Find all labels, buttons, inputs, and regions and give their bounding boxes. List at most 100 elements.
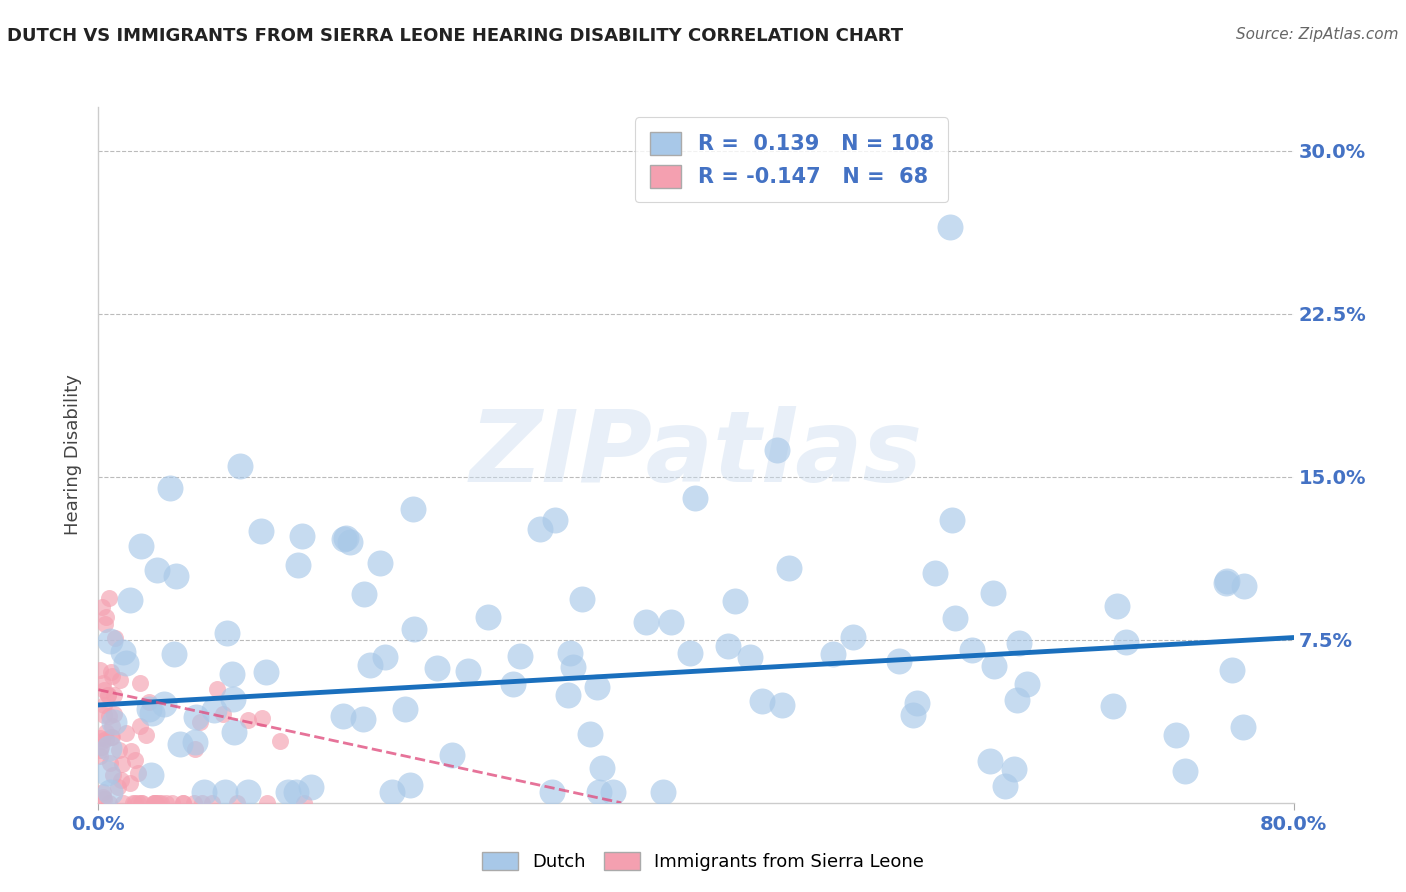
Point <box>90 599 112 614</box>
Point <box>1115 635 1137 649</box>
Point <box>738 650 761 665</box>
Point <box>292 796 315 810</box>
Point <box>90 739 112 754</box>
Point <box>222 724 245 739</box>
Point <box>679 646 702 660</box>
Point <box>103 714 125 729</box>
Point <box>91 676 114 690</box>
Point <box>183 796 205 810</box>
Point <box>717 639 740 653</box>
Point <box>299 780 322 794</box>
Point <box>97 796 120 810</box>
Point <box>118 776 141 790</box>
Point <box>186 710 208 724</box>
Point <box>509 648 531 663</box>
Point <box>131 796 153 810</box>
Point <box>238 785 260 799</box>
Point <box>541 785 564 799</box>
Point <box>93 792 115 806</box>
Point <box>335 532 357 546</box>
Point <box>188 715 211 730</box>
Point <box>1232 720 1254 734</box>
Point <box>457 664 479 678</box>
Point <box>89 749 111 764</box>
Point <box>138 702 160 716</box>
Point <box>770 698 793 712</box>
Point <box>112 796 135 810</box>
Point <box>250 711 273 725</box>
Point <box>1166 728 1188 742</box>
Point <box>1233 579 1256 593</box>
Point <box>103 707 125 722</box>
Point <box>96 688 118 702</box>
Point <box>135 728 157 742</box>
Point <box>562 660 585 674</box>
Point <box>256 665 278 680</box>
Point <box>211 706 233 721</box>
Point <box>1105 599 1128 613</box>
Point <box>111 757 134 772</box>
Point <box>751 694 773 708</box>
Point <box>924 566 946 580</box>
Text: DUTCH VS IMMIGRANTS FROM SIERRA LEONE HEARING DISABILITY CORRELATION CHART: DUTCH VS IMMIGRANTS FROM SIERRA LEONE HE… <box>7 27 903 45</box>
Point <box>399 778 422 792</box>
Point <box>394 702 416 716</box>
Point <box>402 502 425 516</box>
Point <box>1174 764 1197 779</box>
Point <box>101 719 124 733</box>
Point <box>97 688 120 702</box>
Point <box>602 785 624 799</box>
Point <box>215 626 238 640</box>
Point <box>333 533 356 547</box>
Point <box>214 785 236 799</box>
Point <box>277 785 299 799</box>
Point <box>202 702 225 716</box>
Point <box>359 658 381 673</box>
Point <box>118 592 141 607</box>
Legend: R =  0.139   N = 108, R = -0.147   N =  68: R = 0.139 N = 108, R = -0.147 N = 68 <box>636 118 949 202</box>
Point <box>115 725 138 739</box>
Point <box>143 796 166 810</box>
Point <box>124 753 146 767</box>
Point <box>477 610 499 624</box>
Point <box>685 491 707 505</box>
Point <box>94 610 117 624</box>
Point <box>979 754 1001 768</box>
Y-axis label: Hearing Disability: Hearing Disability <box>65 375 83 535</box>
Point <box>103 688 125 702</box>
Point <box>579 727 602 741</box>
Point <box>221 666 243 681</box>
Point <box>96 725 118 739</box>
Point <box>159 481 181 495</box>
Point <box>887 654 910 668</box>
Point <box>960 642 983 657</box>
Point <box>588 785 610 799</box>
Point <box>94 617 117 632</box>
Point <box>228 458 250 473</box>
Point <box>191 796 214 810</box>
Point <box>1005 693 1028 707</box>
Point <box>89 663 111 677</box>
Point <box>120 744 142 758</box>
Point <box>103 768 125 782</box>
Point <box>236 713 259 727</box>
Point <box>90 734 112 748</box>
Point <box>89 731 111 745</box>
Point <box>172 796 194 810</box>
Point <box>122 796 145 810</box>
Point <box>502 676 524 690</box>
Point <box>634 615 657 629</box>
Point <box>104 631 127 645</box>
Point <box>586 680 609 694</box>
Point <box>842 630 865 644</box>
Point <box>184 735 207 749</box>
Point <box>98 756 121 771</box>
Point <box>269 734 291 748</box>
Point <box>941 513 963 527</box>
Point <box>352 712 374 726</box>
Point <box>287 558 309 573</box>
Text: ZIPatlas: ZIPatlas <box>470 407 922 503</box>
Point <box>1102 698 1125 713</box>
Point <box>131 796 153 810</box>
Point <box>1017 677 1039 691</box>
